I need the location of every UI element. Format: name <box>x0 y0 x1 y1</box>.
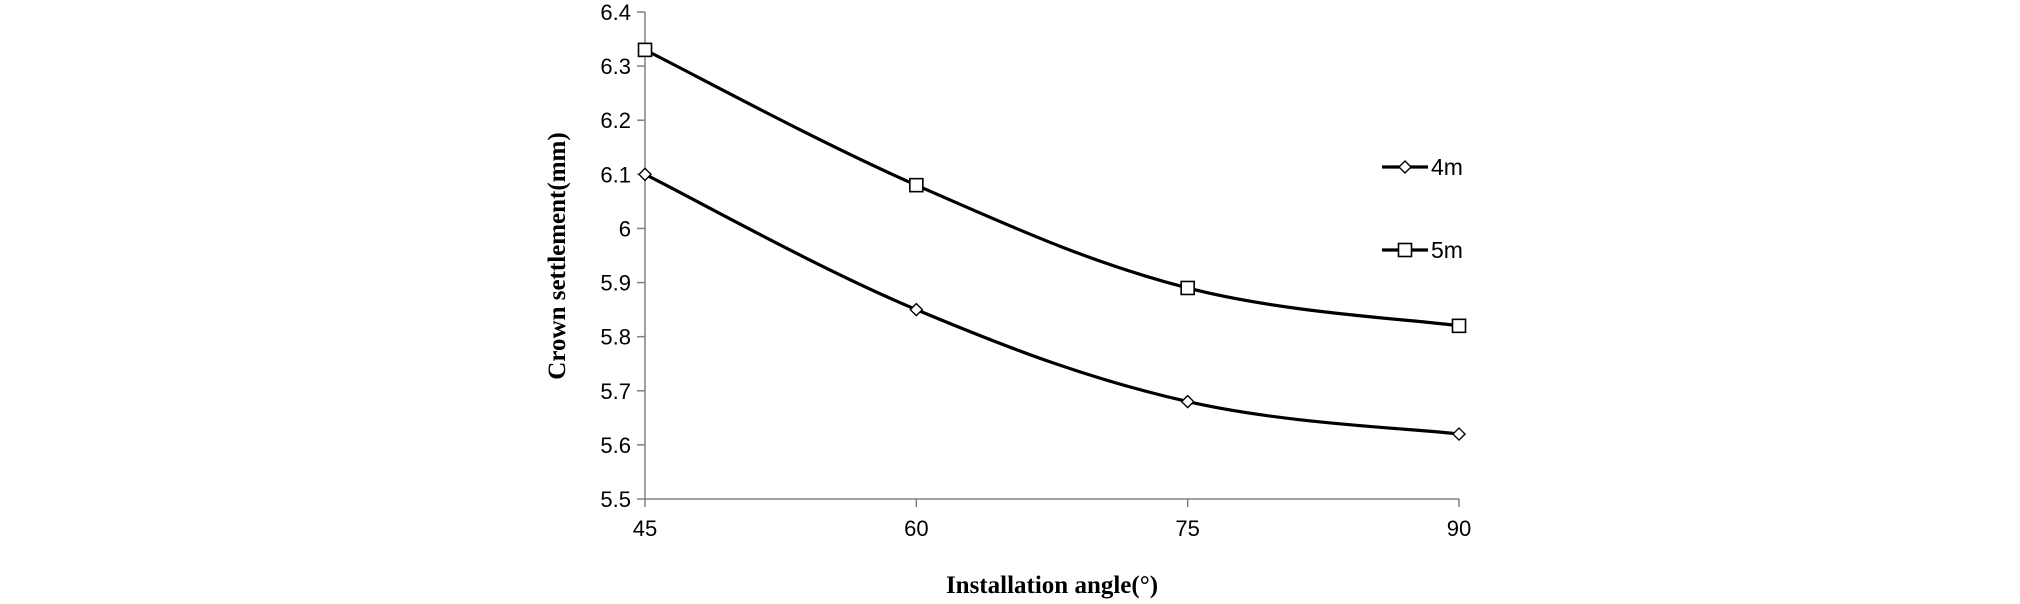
y-tick-label: 5.9 <box>600 271 631 296</box>
x-ticks: 45 60 75 90 <box>633 499 1471 541</box>
y-axis: 5.5 5.6 5.7 5.8 5.9 6 6.1 6.2 6.3 6.4 <box>600 0 646 512</box>
series-4m <box>638 167 1466 442</box>
y-tick-label: 6.1 <box>600 162 631 187</box>
data-point-4m <box>1452 427 1466 442</box>
data-point-4m <box>1180 394 1195 409</box>
y-tick-label: 6.3 <box>600 54 631 79</box>
y-tick-label: 6 <box>619 216 631 241</box>
x-tick-label: 75 <box>1175 516 1199 541</box>
legend-item-4m: 4m <box>1382 154 1463 180</box>
y-tick-label: 6.4 <box>600 0 631 25</box>
data-point-5m <box>637 42 653 58</box>
y-ticks: 5.5 5.6 5.7 5.8 5.9 6 6.1 6.2 6.3 6.4 <box>600 0 645 512</box>
y-tick-label: 5.5 <box>600 487 631 512</box>
y-axis-title: Crown settlement(mm) <box>544 132 571 379</box>
data-point-4m <box>909 302 924 317</box>
x-tick-label: 45 <box>633 516 657 541</box>
legend-item-5m: 5m <box>1382 237 1463 263</box>
series-line-5m <box>644 48 1460 328</box>
x-axis-title: Installation angle(°) <box>946 572 1158 599</box>
legend-label: 5m <box>1431 237 1463 263</box>
y-tick-label: 5.7 <box>600 379 631 404</box>
legend-label: 4m <box>1431 154 1463 180</box>
data-point-4m <box>638 167 652 182</box>
data-point-5m <box>909 177 924 193</box>
series-line-4m <box>644 172 1460 436</box>
x-tick-label: 90 <box>1447 516 1471 541</box>
legend-marker-5m <box>1397 242 1413 258</box>
legend: 4m 5m <box>1382 154 1463 263</box>
x-tick-label: 60 <box>904 516 928 541</box>
data-point-5m <box>1451 318 1467 334</box>
series-5m <box>637 42 1467 334</box>
y-tick-label: 6.2 <box>600 108 631 133</box>
data-point-5m <box>1180 280 1195 296</box>
y-tick-label: 5.6 <box>600 433 631 458</box>
y-tick-label: 5.8 <box>600 325 631 350</box>
x-axis: 45 60 75 90 <box>633 498 1471 541</box>
legend-marker-4m <box>1398 160 1412 174</box>
series-layer <box>637 42 1467 442</box>
